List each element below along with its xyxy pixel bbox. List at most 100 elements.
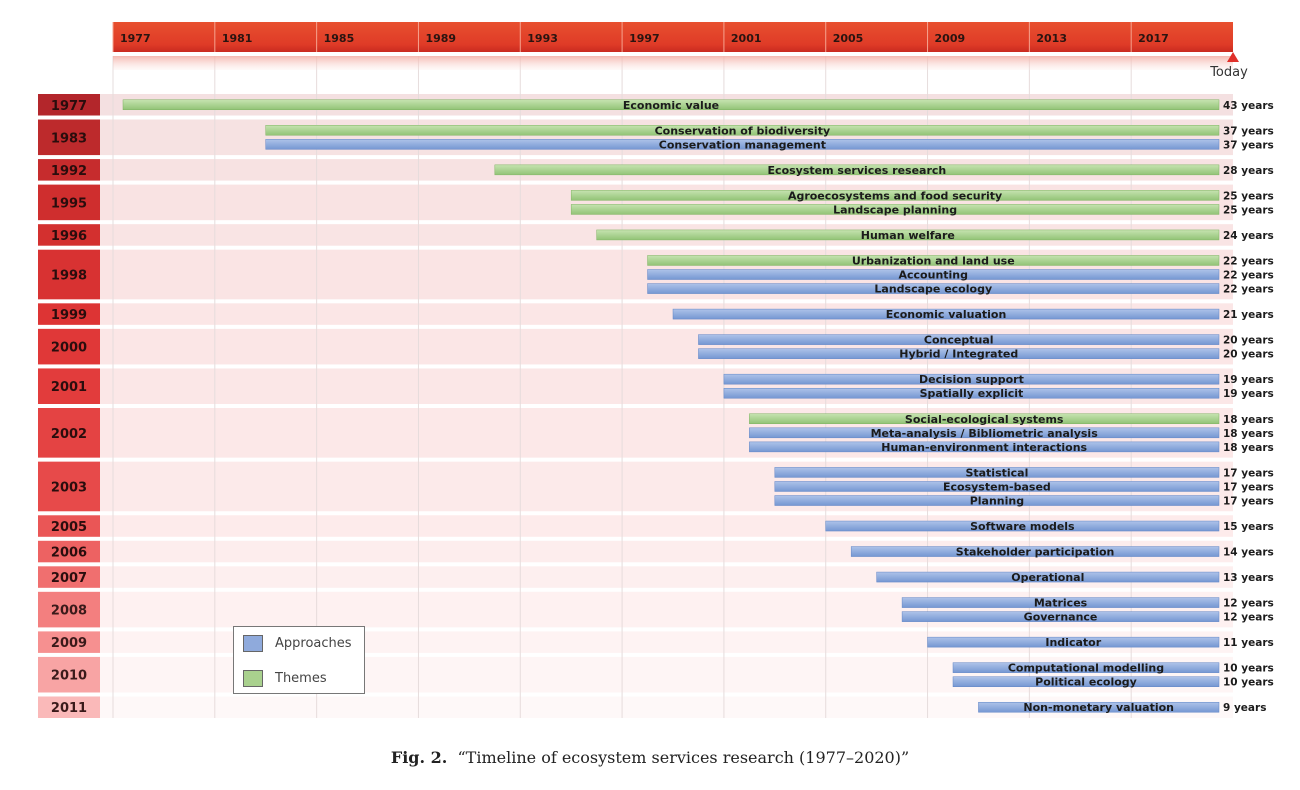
year-label: 2000 (51, 341, 87, 356)
year-box (38, 591, 100, 628)
x-tick-label: 2013 (1036, 32, 1067, 45)
duration-label: 24 years (1223, 230, 1274, 242)
duration-label: 11 years (1223, 637, 1274, 649)
timeline-header-shadow (113, 56, 1233, 70)
theme-bar (265, 125, 1220, 136)
year-box (38, 368, 100, 404)
duration-label: 28 years (1223, 165, 1274, 177)
year-label: 1999 (51, 308, 87, 323)
theme-bar (647, 255, 1220, 266)
approach-bar (825, 520, 1220, 532)
approach-bar (901, 611, 1220, 622)
bar-label: Meta-analysis / Bibliometric analysis (871, 427, 1099, 440)
legend-label-approaches: Approaches (275, 635, 352, 651)
duration-label: 22 years (1223, 270, 1274, 282)
bar-label: Conceptual (924, 334, 994, 347)
x-tick-label: 1997 (629, 32, 660, 45)
bar-label: Landscape ecology (874, 283, 992, 296)
bar-label: Planning (970, 495, 1024, 508)
duration-label: 12 years (1223, 598, 1274, 610)
bar-label: Conservation of biodiversity (655, 124, 831, 137)
year-box (38, 566, 100, 588)
year-box (38, 249, 100, 300)
duration-label: 37 years (1223, 125, 1274, 137)
approach-bar (774, 495, 1220, 506)
year-label: 2011 (51, 701, 87, 716)
approach-bar (723, 387, 1220, 399)
approach-bar (850, 546, 1220, 557)
year-label: 1995 (51, 196, 87, 211)
approach-bar (698, 348, 1220, 359)
timeline-chart: 1977 1983 1992 1995 1996 1998 1999 2000 2001 2002… (38, 22, 1274, 718)
duration-label: 20 years (1223, 349, 1274, 361)
x-tick-label: 1981 (222, 32, 253, 45)
approach-bar (952, 662, 1220, 673)
today-label: Today (1209, 65, 1248, 80)
bar-label: Human welfare (861, 229, 955, 242)
theme-bar (570, 204, 1220, 215)
approach-bar (901, 597, 1220, 608)
bar-label: Conservation management (659, 138, 826, 151)
year-label: 2005 (51, 520, 87, 535)
legend-swatch-themes (243, 669, 263, 687)
approach-bar (774, 467, 1220, 478)
x-tick-label: 1993 (527, 32, 558, 45)
year-label: 1992 (51, 164, 87, 179)
year-label: 2010 (51, 669, 87, 684)
bar-label: Ecosystem-based (943, 480, 1051, 493)
bar-label: Software models (970, 520, 1075, 533)
theme-bar (596, 229, 1220, 241)
duration-label: 37 years (1223, 139, 1274, 151)
year-label: 2009 (51, 636, 87, 651)
theme-bar (570, 190, 1220, 201)
duration-label: 22 years (1223, 284, 1274, 296)
bar-label: Political ecology (1035, 676, 1137, 689)
bar-label: Landscape planning (833, 203, 957, 216)
duration-label: 21 years (1223, 309, 1274, 321)
bar-label: Matrices (1034, 597, 1088, 610)
caption-label: Fig. 2. (390, 748, 448, 767)
approach-bar (774, 481, 1220, 492)
caption-text: “Timeline of ecosystem services research… (457, 748, 910, 767)
year-box (38, 631, 100, 653)
group-band (100, 184, 1233, 221)
group-band (100, 540, 1233, 563)
theme-bar (494, 164, 1220, 176)
today-marker (1227, 52, 1239, 62)
duration-label: 19 years (1223, 388, 1274, 400)
approach-bar (749, 427, 1220, 439)
duration-label: 17 years (1223, 467, 1274, 479)
year-label: 2007 (51, 571, 87, 586)
year-box (38, 94, 100, 116)
theme-bar (749, 413, 1220, 425)
duration-label: 22 years (1223, 255, 1274, 267)
group-band (100, 328, 1233, 365)
year-box (38, 119, 100, 156)
year-box (38, 461, 100, 512)
approach-bar (749, 441, 1220, 453)
duration-label: 14 years (1223, 547, 1274, 559)
year-label: 2008 (51, 604, 87, 619)
year-box (38, 159, 100, 181)
bar-label: Computational modelling (1008, 662, 1164, 675)
bar-label: Indicator (1045, 636, 1101, 649)
duration-label: 10 years (1223, 677, 1274, 689)
bar-label: Economic value (623, 99, 719, 112)
bar-label: Urbanization and land use (852, 254, 1015, 267)
duration-label: 12 years (1223, 612, 1274, 624)
x-tick-label: 2001 (731, 32, 762, 45)
approach-bar (927, 636, 1220, 648)
bar-label: Human-environment interactions (881, 441, 1087, 454)
bar-label: Stakeholder participation (956, 546, 1115, 559)
bar-label: Accounting (899, 269, 969, 282)
bar-label: Operational (1011, 571, 1084, 584)
year-box (38, 656, 100, 693)
duration-label: 19 years (1223, 374, 1274, 386)
approach-bar (647, 283, 1220, 294)
bar-label: Spatially explicit (920, 387, 1024, 400)
bar-label: Hybrid / Integrated (899, 348, 1018, 361)
group-band (100, 515, 1233, 537)
approach-bar (647, 269, 1220, 280)
duration-label: 13 years (1223, 572, 1274, 584)
duration-label: 18 years (1223, 414, 1274, 426)
